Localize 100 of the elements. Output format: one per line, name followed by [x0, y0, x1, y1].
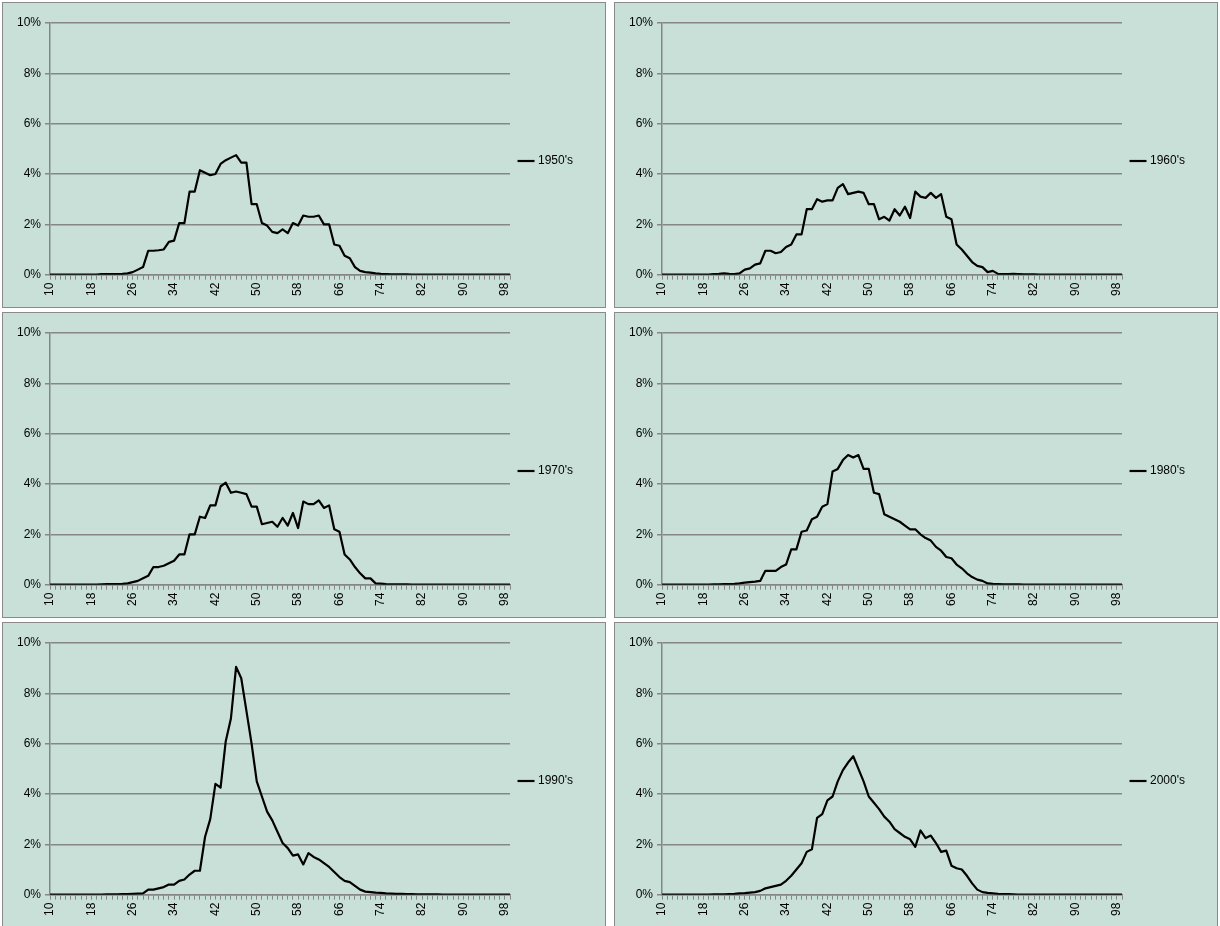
- y-tick-label: 8%: [23, 65, 42, 80]
- x-tick-label: 82: [1026, 282, 1041, 297]
- y-tick-label: 8%: [635, 685, 654, 700]
- y-tick-label: 0%: [635, 576, 654, 591]
- x-tick-label: 74: [985, 902, 1000, 917]
- x-tick-label: 58: [290, 592, 305, 607]
- x-tick-label: 42: [207, 282, 222, 297]
- x-tick-label: 34: [166, 282, 181, 297]
- y-tick-label: 2%: [23, 216, 42, 231]
- y-tick-label: 4%: [23, 476, 42, 491]
- x-tick-label: 50: [249, 592, 264, 607]
- y-tick-label: 10%: [16, 325, 42, 340]
- y-tick-label: 4%: [635, 166, 654, 181]
- x-tick-label: 34: [166, 592, 181, 607]
- legend-label: 1970's: [538, 463, 574, 478]
- x-tick-label: 34: [778, 282, 793, 297]
- x-tick-label: 18: [83, 592, 98, 607]
- x-tick-label: 66: [943, 282, 958, 297]
- x-tick-label: 58: [290, 902, 305, 917]
- y-tick-label: 0%: [23, 576, 42, 591]
- x-tick-label: 42: [207, 592, 222, 607]
- y-tick-label: 0%: [23, 266, 42, 281]
- y-tick-label: 10%: [16, 635, 42, 650]
- x-tick-label: 18: [83, 282, 98, 297]
- x-tick-label: 18: [695, 902, 710, 917]
- x-tick-label: 42: [819, 282, 834, 297]
- x-tick-label: 90: [1067, 592, 1082, 607]
- y-tick-label: 2%: [23, 836, 42, 851]
- y-tick-label: 6%: [23, 735, 42, 750]
- x-tick-label: 50: [861, 592, 876, 607]
- legend-label: 1980's: [1150, 463, 1186, 478]
- legend-label: 1960's: [1150, 153, 1186, 168]
- x-tick-label: 10: [42, 282, 57, 297]
- x-tick-label: 82: [414, 592, 429, 607]
- y-tick-label: 6%: [23, 425, 42, 440]
- x-tick-label: 34: [778, 592, 793, 607]
- x-tick-label: 26: [737, 902, 752, 917]
- x-tick-label: 66: [331, 282, 346, 297]
- x-tick-label: 66: [331, 592, 346, 607]
- x-tick-label: 74: [373, 282, 388, 297]
- y-tick-label: 8%: [23, 685, 42, 700]
- x-tick-label: 50: [249, 282, 264, 297]
- x-tick-label: 18: [695, 282, 710, 297]
- x-tick-label: 26: [125, 592, 140, 607]
- x-tick-label: 98: [1109, 282, 1124, 297]
- legend-label: 1990's: [538, 773, 574, 788]
- x-tick-label: 66: [943, 902, 958, 917]
- y-tick-label: 0%: [635, 266, 654, 281]
- y-tick-label: 6%: [23, 115, 42, 130]
- x-tick-label: 58: [902, 592, 917, 607]
- x-tick-label: 66: [943, 592, 958, 607]
- x-tick-label: 82: [1026, 902, 1041, 917]
- x-tick-label: 98: [497, 902, 512, 917]
- x-tick-label: 90: [1067, 282, 1082, 297]
- y-tick-label: 4%: [635, 476, 654, 491]
- y-tick-label: 0%: [23, 886, 42, 901]
- x-tick-label: 58: [290, 282, 305, 297]
- y-tick-label: 10%: [16, 15, 42, 30]
- x-tick-label: 26: [737, 282, 752, 297]
- y-tick-label: 4%: [635, 786, 654, 801]
- y-tick-label: 10%: [628, 15, 654, 30]
- x-tick-label: 90: [455, 282, 470, 297]
- x-tick-label: 42: [819, 592, 834, 607]
- x-tick-label: 10: [42, 902, 57, 917]
- x-tick-label: 10: [654, 282, 669, 297]
- x-tick-label: 50: [249, 902, 264, 917]
- x-tick-label: 66: [331, 902, 346, 917]
- x-tick-label: 26: [737, 592, 752, 607]
- x-tick-label: 74: [373, 902, 388, 917]
- x-tick-label: 42: [207, 902, 222, 917]
- x-tick-label: 74: [373, 592, 388, 607]
- x-tick-label: 90: [1067, 902, 1082, 917]
- y-tick-label: 6%: [635, 115, 654, 130]
- x-tick-label: 18: [83, 902, 98, 917]
- x-tick-label: 50: [861, 282, 876, 297]
- y-tick-label: 6%: [635, 425, 654, 440]
- x-tick-label: 98: [497, 282, 512, 297]
- x-tick-label: 34: [778, 902, 793, 917]
- x-tick-label: 74: [985, 282, 1000, 297]
- x-tick-label: 42: [819, 902, 834, 917]
- x-tick-label: 50: [861, 902, 876, 917]
- x-tick-label: 98: [1109, 902, 1124, 917]
- x-tick-label: 58: [902, 282, 917, 297]
- y-tick-label: 6%: [635, 735, 654, 750]
- y-tick-label: 10%: [628, 635, 654, 650]
- x-tick-label: 10: [42, 592, 57, 607]
- x-tick-label: 82: [414, 282, 429, 297]
- y-tick-label: 4%: [23, 786, 42, 801]
- y-tick-label: 10%: [628, 325, 654, 340]
- x-tick-label: 26: [125, 282, 140, 297]
- x-tick-label: 82: [414, 902, 429, 917]
- y-tick-label: 8%: [635, 375, 654, 390]
- x-tick-label: 90: [455, 902, 470, 917]
- x-tick-label: 82: [1026, 592, 1041, 607]
- y-tick-label: 2%: [635, 216, 654, 231]
- x-tick-label: 10: [654, 592, 669, 607]
- legend-label: 2000's: [1150, 773, 1186, 788]
- y-tick-label: 8%: [23, 375, 42, 390]
- x-tick-label: 90: [455, 592, 470, 607]
- legend-label: 1950's: [538, 153, 574, 168]
